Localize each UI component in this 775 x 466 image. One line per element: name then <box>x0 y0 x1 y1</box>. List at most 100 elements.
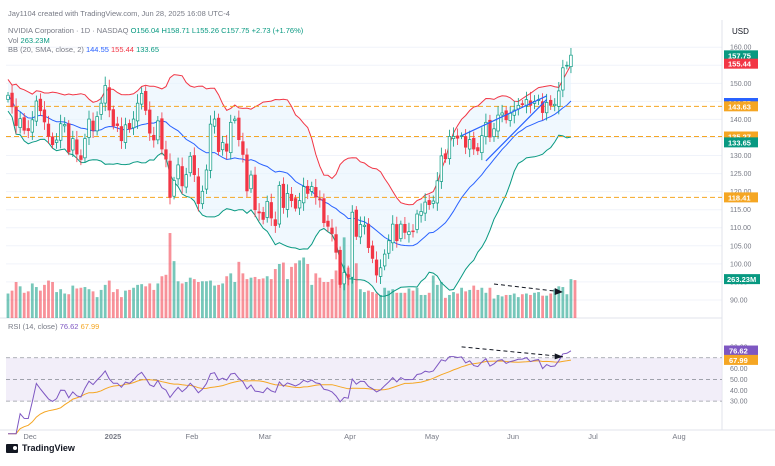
candle <box>302 186 306 204</box>
volume-bar <box>358 289 362 318</box>
price-axis-tick: 140.00 <box>730 117 752 124</box>
volume-bar <box>419 294 423 318</box>
volume-bar <box>59 289 63 318</box>
volume-bar <box>156 283 160 318</box>
price-tag <box>724 101 758 112</box>
volume-bar <box>330 279 334 318</box>
volume-bar <box>326 282 330 318</box>
volume-bar <box>439 282 443 318</box>
time-axis-label: Feb <box>186 432 199 441</box>
volume-bar <box>318 277 322 318</box>
volume-bar <box>26 291 30 318</box>
volume-bar <box>533 292 536 318</box>
volume-bar <box>55 292 58 318</box>
volume-bar <box>444 297 447 318</box>
candle <box>212 118 217 127</box>
candle <box>459 135 464 137</box>
volume-bar <box>512 293 516 318</box>
legend-bb-lower: 133.65 <box>136 45 160 54</box>
candle <box>472 137 476 150</box>
legend-vol-label: Vol <box>8 36 19 45</box>
volume-bar <box>132 287 135 318</box>
price-tag-label: 118.41 <box>728 193 751 202</box>
price-axis-tick: 105.00 <box>730 243 752 250</box>
volume-bar <box>379 294 382 318</box>
legend-volume-line[interactable]: Vol 263.23M <box>8 36 50 45</box>
candle <box>14 106 18 126</box>
candle <box>127 123 132 130</box>
volume-bar <box>237 261 241 318</box>
candle <box>281 183 286 208</box>
volume-bar <box>265 276 269 318</box>
volume-bar <box>63 293 67 318</box>
volume-bar <box>383 287 387 318</box>
rsi-line <box>8 350 572 435</box>
candle <box>261 211 265 220</box>
price-tag-label: 155.44 <box>728 60 752 69</box>
candle <box>293 198 298 209</box>
candle <box>468 139 472 150</box>
volume-bar <box>298 260 301 318</box>
candle <box>520 103 524 105</box>
volume-bar <box>34 287 38 318</box>
volume-bar <box>277 264 281 318</box>
candle <box>229 121 233 154</box>
legend-bb-upper: 155.44 <box>111 45 134 54</box>
candle <box>200 190 205 205</box>
candle <box>338 249 342 285</box>
candle <box>184 174 188 188</box>
candle <box>237 117 241 140</box>
volume-bar <box>75 288 79 318</box>
volume-bar <box>346 267 350 318</box>
candle <box>22 117 26 131</box>
candle <box>322 198 326 224</box>
candle <box>289 193 294 202</box>
volume-bar <box>99 289 103 318</box>
volume-bar <box>480 287 484 318</box>
candle <box>399 223 403 239</box>
volume-bar <box>91 291 95 318</box>
candle <box>245 154 249 192</box>
candle <box>443 153 448 160</box>
candle <box>447 136 452 160</box>
candle <box>366 223 371 248</box>
legend-bb-line[interactable]: BB (20, SMA, close, 2) 144.55 155.44 133… <box>8 45 159 54</box>
candle <box>297 200 302 209</box>
volume-bar <box>269 279 273 318</box>
volume-bar <box>152 289 156 318</box>
brand[interactable]: TradingView <box>6 443 75 453</box>
volume-tag <box>724 274 760 285</box>
volume-bar <box>427 292 431 318</box>
wedge-upper-trendline <box>461 95 547 137</box>
rsi-tag <box>724 345 758 356</box>
volume-bar <box>111 292 115 318</box>
candle <box>144 91 148 111</box>
price-axis-tick: 160.00 <box>730 45 752 52</box>
rsi-legend-line[interactable]: RSI (14, close) 76.62 67.99 <box>8 322 99 331</box>
candle <box>140 93 144 105</box>
candle <box>26 128 30 131</box>
rsi-tag <box>724 354 758 365</box>
candle <box>63 124 67 127</box>
legend-symbol-line[interactable]: NVIDIA Corporation · 1D · NASDAQ O156.04… <box>8 26 303 35</box>
volume-bar <box>95 297 99 318</box>
volume-bar <box>10 290 14 318</box>
volume-divergence-line <box>493 283 563 293</box>
volume-bar <box>520 294 524 318</box>
candle <box>346 274 350 278</box>
volume-bar <box>488 287 492 318</box>
volume-bar <box>233 282 237 318</box>
volume-bar <box>229 273 233 318</box>
volume-bar <box>245 279 249 318</box>
volume-bar <box>435 284 439 318</box>
price-tag <box>724 58 758 69</box>
candle <box>540 101 545 113</box>
volume-bar <box>286 279 289 318</box>
volume-bar <box>460 287 463 318</box>
candle <box>253 174 257 211</box>
volume-bar <box>561 287 565 318</box>
volume-bar <box>569 279 573 318</box>
candle <box>10 92 14 108</box>
candle <box>107 87 111 111</box>
